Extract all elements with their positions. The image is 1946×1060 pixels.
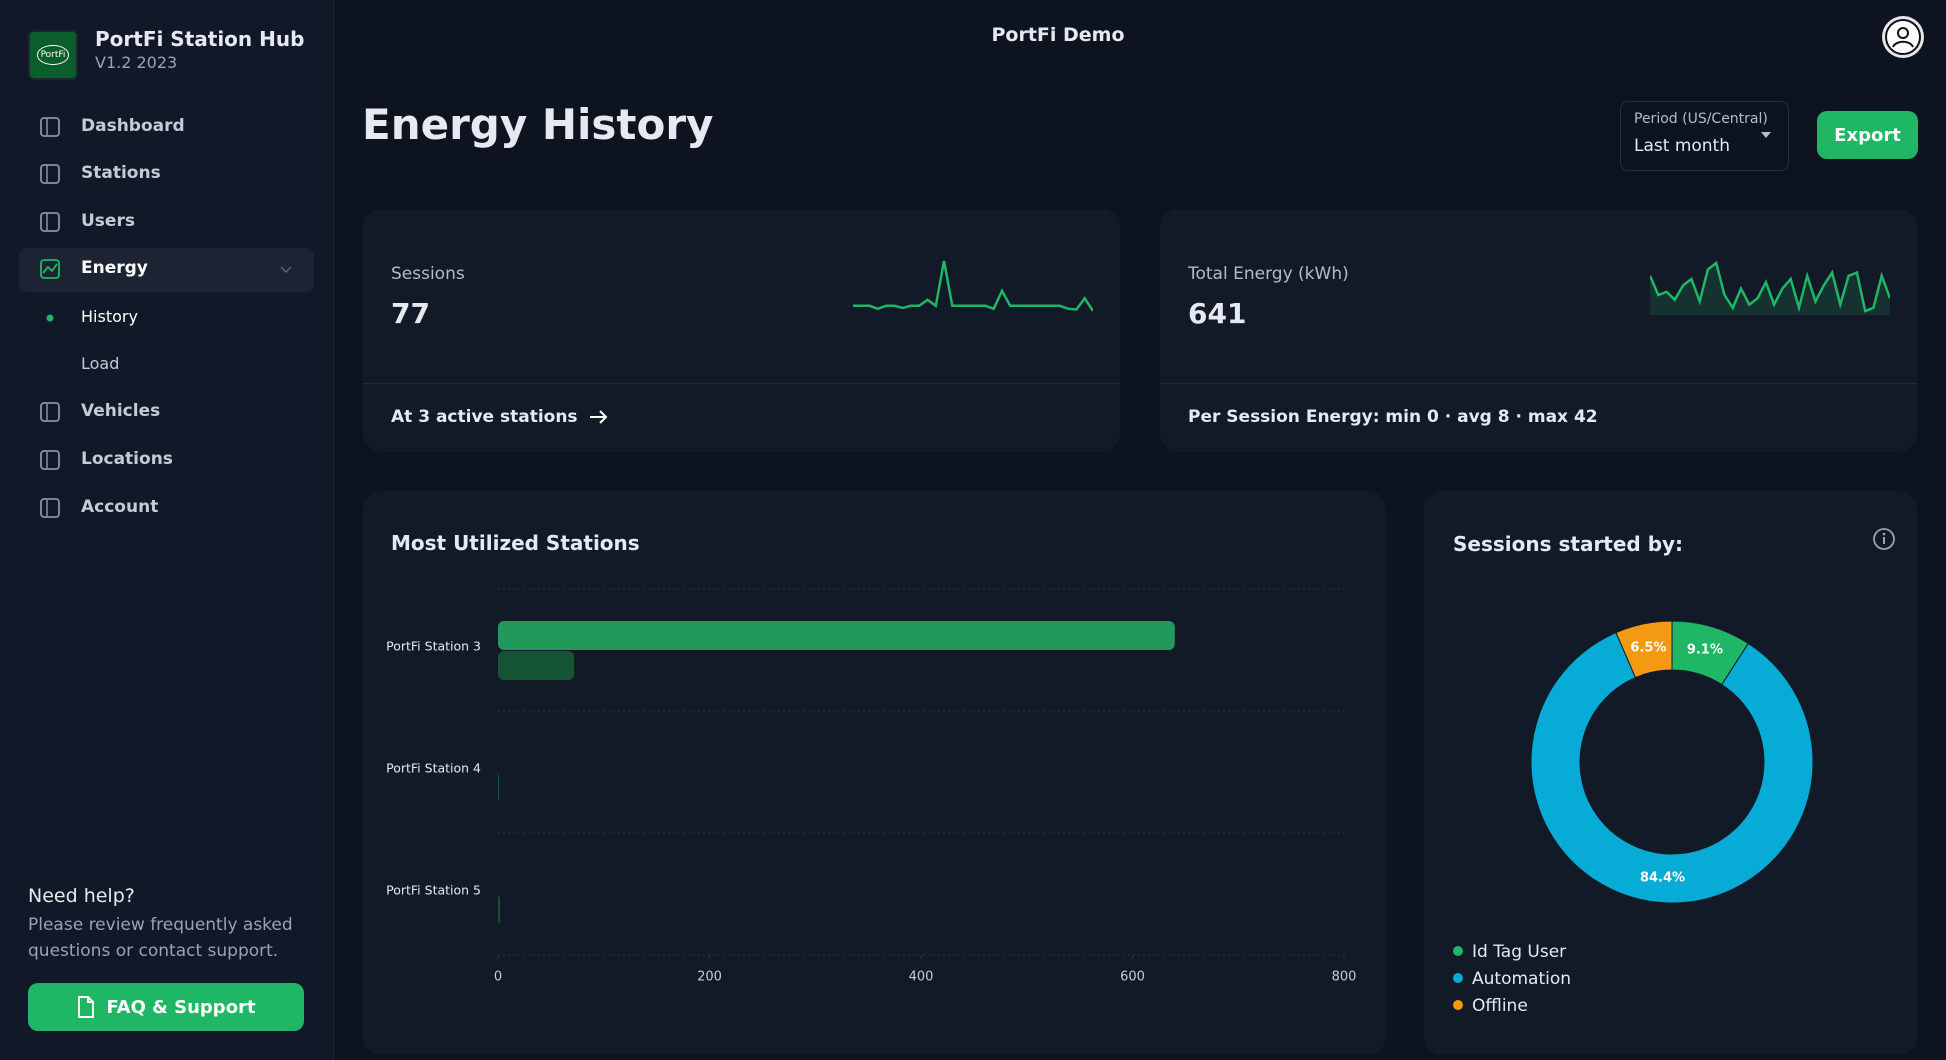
divider [1160, 383, 1917, 384]
card-value: 77 [391, 297, 430, 330]
nav-icon [40, 450, 60, 470]
help-text: Please review frequently asked questions… [28, 915, 293, 961]
nav-icon [40, 259, 60, 279]
data-label: 6.5% [1630, 640, 1666, 655]
bar [498, 651, 575, 680]
avatar[interactable] [1880, 14, 1926, 60]
y-tick-label: PortFi Station 3 [386, 639, 481, 654]
sparkline [1650, 260, 1890, 315]
data-label: 84.4% [1640, 871, 1685, 886]
nav-item[interactable]: Account [81, 497, 159, 517]
legend-dot [1453, 946, 1463, 956]
nav-item[interactable]: Stations [81, 163, 161, 183]
x-tick-label: 600 [1120, 970, 1145, 985]
export-button[interactable]: Export [1817, 111, 1918, 159]
period-select[interactable]: Period (US/Central) Last month [1620, 101, 1789, 171]
faq-label: FAQ & Support [106, 996, 256, 1018]
arrow-icon [589, 410, 607, 424]
nav-icon [40, 402, 60, 422]
card-value: 641 [1188, 297, 1247, 330]
x-tick-label: 400 [909, 970, 934, 985]
sparkline [853, 260, 1093, 312]
bar [498, 621, 1175, 650]
file-icon [78, 996, 95, 1018]
donut-chart: 9.1% Id Tag User 84.4% Automation 6.5% Offlin… [1453, 620, 1814, 1016]
page-title: Energy History [362, 100, 714, 149]
logo[interactable]: PortFi [28, 30, 78, 80]
chevron [280, 266, 292, 274]
divider [363, 383, 1120, 384]
period-label: Period (US/Central) [1634, 111, 1768, 127]
nav-icon [40, 164, 60, 184]
bar [498, 773, 500, 802]
legend-label: Id Tag User [1472, 942, 1566, 962]
x-tick-label: 0 [494, 970, 502, 985]
dropdown-arrow [1761, 132, 1771, 138]
nav-item[interactable]: Users [81, 211, 135, 231]
footer-text: At 3 active stations [391, 407, 578, 427]
nav-icon [40, 498, 60, 518]
brand-version: V1.2 2023 [95, 53, 178, 72]
faq-button[interactable]: FAQ & Support [28, 983, 304, 1031]
donut-segment [1530, 631, 1814, 904]
legend-label: Offline [1472, 996, 1528, 1016]
sparkline-line [853, 260, 1093, 312]
nav-item[interactable]: Load [81, 354, 120, 373]
bar-chart: PortFi Station 3 PortFi Station 4 PortFi S… [386, 588, 1357, 985]
nav-icon [40, 212, 60, 232]
legend-dot [1453, 1000, 1463, 1010]
nav-icon [40, 117, 60, 137]
x-tick-label: 200 [697, 970, 722, 985]
legend-label: Automation [1472, 969, 1571, 989]
card-label: Sessions [391, 264, 465, 284]
nav-item[interactable]: History [81, 307, 138, 326]
nav-item[interactable]: Dashboard [81, 116, 185, 136]
nav-item[interactable]: Locations [81, 449, 173, 469]
period-value: Last month [1634, 136, 1730, 156]
x-tick-label: 800 [1332, 970, 1357, 985]
y-tick-label: PortFi Station 4 [386, 761, 481, 776]
y-tick-label: PortFi Station 5 [386, 883, 481, 898]
logo-text: PortFi [36, 45, 70, 65]
sparkline-line [1650, 260, 1890, 313]
card-label: Total Energy (kWh) [1188, 264, 1349, 284]
help-title: Need help? [28, 885, 135, 907]
nav-active-bg [19, 248, 314, 292]
card-footer[interactable]: At 3 active stations [391, 407, 610, 427]
sessions-card: Sessions 77 At 3 active stations [363, 209, 1120, 452]
card-footer: Per Session Energy: min 0 · avg 8 · max … [1188, 407, 1598, 427]
legend-dot [1453, 973, 1463, 983]
brand-name: PortFi Station Hub [95, 27, 305, 51]
donut-segment [1615, 620, 1673, 679]
nav-icon [38, 353, 62, 377]
nav-item[interactable]: Vehicles [81, 401, 161, 421]
bar [498, 895, 501, 924]
nav-item[interactable]: Energy [81, 258, 148, 278]
chart-title: Most Utilized Stations [391, 531, 640, 555]
active-dot [46, 314, 54, 322]
data-label: 9.1% [1687, 643, 1723, 658]
info-icon[interactable] [1872, 527, 1896, 551]
donut-card: Sessions started by: [1424, 491, 1917, 1055]
sparkline-area [1650, 263, 1890, 315]
chart-title: Sessions started by: [1453, 532, 1684, 556]
energy-card: Total Energy (kWh) 641 Per Session Energ… [1160, 209, 1917, 452]
sidebar: PortFi PortFi Station Hub V1.2 2023 Dash… [0, 0, 334, 1060]
bar-card: Most Utilized Stations [363, 491, 1386, 1055]
org-name: PortFi Demo [991, 24, 1125, 46]
